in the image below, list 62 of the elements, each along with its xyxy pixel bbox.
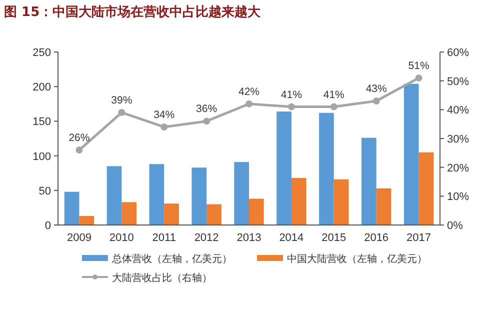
bar <box>234 162 249 225</box>
y-tick-label: 200 <box>32 82 51 94</box>
data-label: 41% <box>280 88 302 101</box>
bar <box>376 188 392 225</box>
data-label: 26% <box>68 132 90 144</box>
point <box>160 123 168 130</box>
y-tick-label: 0 <box>44 220 51 232</box>
data-label: 39% <box>111 94 132 107</box>
legend-label: 大陆营收占比（右轴） <box>112 272 212 284</box>
x-tick-label: 2015 <box>322 232 346 244</box>
y-tick-label: 150 <box>32 116 51 128</box>
legend-label: 总体营收（左轴，亿美元） <box>111 253 232 265</box>
bar <box>276 112 292 225</box>
bar <box>64 192 80 225</box>
data-label: 43% <box>366 83 387 96</box>
point <box>76 146 83 154</box>
point <box>246 100 252 108</box>
bar <box>106 166 122 225</box>
bar <box>249 198 264 225</box>
bar <box>334 179 349 225</box>
bar <box>164 204 179 225</box>
y2-tick-label: 30% <box>447 134 470 146</box>
bar <box>149 164 164 225</box>
y-tick-label: 250 <box>32 47 51 59</box>
point <box>415 74 422 82</box>
y2-tick-label: 0% <box>447 220 464 232</box>
point <box>372 98 380 105</box>
data-label: 51% <box>408 60 430 72</box>
y2-tick-label: 60% <box>447 47 470 59</box>
bar <box>122 202 137 225</box>
point <box>118 109 126 116</box>
y2-tick-label: 10% <box>447 191 470 204</box>
point <box>288 103 295 110</box>
x-tick-label: 2011 <box>152 232 176 244</box>
x-tick-label: 2014 <box>279 232 304 244</box>
y-tick-label: 50 <box>38 185 51 198</box>
x-tick-label: 2013 <box>236 232 262 244</box>
data-label: 42% <box>238 86 260 98</box>
bar <box>404 84 419 225</box>
bar <box>319 112 334 225</box>
y2-tick-label: 50% <box>447 76 470 88</box>
bar <box>418 152 434 225</box>
chart-title: 图 15：中国大陆市场在营收中占比越来越大 <box>4 4 262 20</box>
x-tick-label: 2009 <box>66 232 92 244</box>
x-tick-label: 2017 <box>406 232 432 244</box>
x-tick-label: 2012 <box>194 232 219 244</box>
x-tick-label: 2010 <box>109 232 134 244</box>
legend-label: 中国大陆营收（左轴，亿美元） <box>287 253 427 265</box>
x-tick-label: 2016 <box>364 232 389 244</box>
point <box>330 103 338 110</box>
data-label: 34% <box>154 108 175 121</box>
y2-tick-label: 20% <box>447 162 470 174</box>
data-label: 36% <box>196 103 218 116</box>
point <box>203 118 210 125</box>
bar <box>192 168 207 225</box>
data-label: 41% <box>323 88 344 101</box>
bar <box>79 216 94 225</box>
y-tick-label: 100 <box>32 150 51 163</box>
bar <box>291 178 306 225</box>
bar <box>206 204 222 225</box>
bar <box>361 138 376 225</box>
y2-tick-label: 40% <box>447 104 470 117</box>
